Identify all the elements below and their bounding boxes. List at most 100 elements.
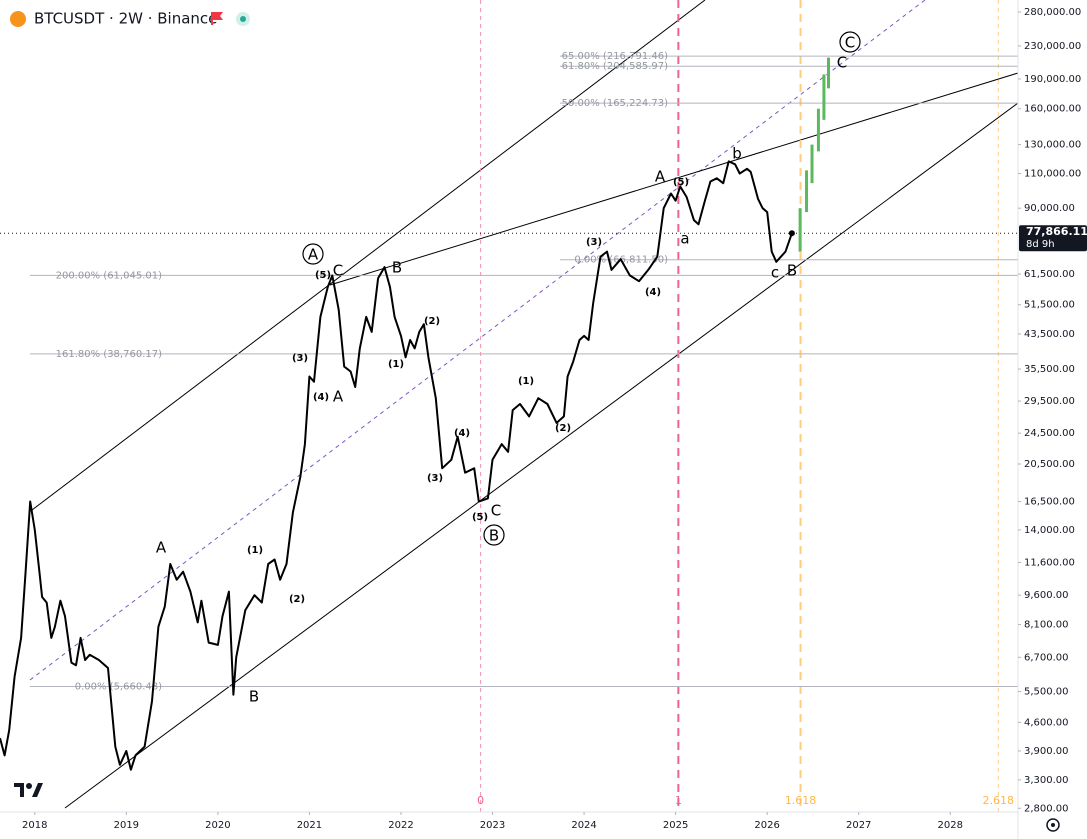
last-point — [788, 230, 795, 237]
x-tick-label: 2021 — [297, 820, 322, 831]
settings-icon[interactable] — [1046, 818, 1060, 832]
wave-label: B — [392, 259, 402, 277]
y-tick-label: 190,000.00 — [1024, 74, 1081, 85]
y-tick-label: 160,000.00 — [1024, 104, 1081, 115]
fib-label: 50.00% (165,224.73) — [562, 98, 668, 109]
x-tick-label: 2027 — [846, 820, 871, 831]
y-tick-label: 20,500.00 — [1024, 459, 1075, 470]
wave-label: (1) — [388, 359, 404, 370]
wave-label: c — [771, 264, 779, 282]
y-tick-label: 11,600.00 — [1024, 557, 1075, 568]
wave-label: B — [489, 527, 499, 545]
flag-icon — [211, 12, 223, 25]
y-tick-label: 24,500.00 — [1024, 428, 1075, 439]
wave-label: A — [333, 388, 344, 406]
countdown-label: 8d 9h — [1026, 239, 1055, 250]
symbol-title: BTCUSDT · 2W · Binance — [34, 10, 217, 28]
price-line — [0, 160, 793, 771]
projection-bar — [822, 74, 826, 120]
wave-label: a — [680, 230, 689, 248]
settings-icon — [1051, 823, 1055, 827]
wave-label: C — [845, 34, 855, 52]
wave-label: (3) — [586, 237, 602, 248]
logo — [14, 783, 43, 797]
y-tick-label: 14,000.00 — [1024, 525, 1075, 536]
y-tick-label: 230,000.00 — [1024, 41, 1081, 52]
wave-label: (2) — [289, 594, 305, 605]
y-tick-label: 43,500.00 — [1024, 329, 1075, 340]
x-tick-label: 2024 — [571, 820, 596, 831]
wave-label: (5) — [472, 512, 488, 523]
y-tick-label: 9,600.00 — [1024, 590, 1069, 601]
wave-label: C — [333, 262, 343, 280]
channel-lower — [64, 102, 1019, 809]
wave-label: B — [249, 688, 259, 706]
wave-label: (4) — [313, 392, 329, 403]
time-fib-label: 2.618 — [983, 794, 1015, 807]
y-tick-label: 8,100.00 — [1024, 620, 1069, 631]
wave-label: C — [837, 54, 847, 72]
x-tick-label: 2022 — [388, 820, 413, 831]
wave-label: (4) — [645, 287, 661, 298]
wave-circle — [839, 31, 861, 53]
channel-upper — [31, 0, 706, 511]
x-tick-label: 2018 — [22, 820, 47, 831]
time-fib-label: 1.618 — [785, 794, 817, 807]
logo-mark — [14, 783, 24, 797]
y-tick-label: 61,500.00 — [1024, 269, 1075, 280]
logo-mark — [32, 783, 43, 797]
wave-label: A — [156, 539, 167, 557]
y-tick-label: 2,800.00 — [1024, 803, 1069, 814]
wave-circle — [302, 243, 324, 265]
x-tick-label: 2019 — [114, 820, 139, 831]
price-badge-label: 77,866.11 — [1026, 225, 1087, 238]
y-tick-label: 3,300.00 — [1024, 775, 1069, 786]
fib-label: 0.00% (5,660.48) — [75, 682, 162, 693]
wave-label: (2) — [555, 423, 571, 434]
wave-label: b — [732, 145, 742, 163]
x-tick-label: 2026 — [754, 820, 779, 831]
wave-label: (4) — [454, 428, 470, 439]
wave-label: (3) — [292, 353, 308, 364]
projection-bar — [798, 208, 802, 252]
wave-label: A — [308, 246, 319, 264]
settings-button[interactable] — [1046, 818, 1060, 832]
wedge-line — [329, 72, 1019, 286]
y-tick-label: 5,500.00 — [1024, 687, 1069, 698]
coin-icon — [10, 11, 26, 27]
x-tick-label: 2023 — [480, 820, 505, 831]
wave-label: (2) — [424, 316, 440, 327]
wave-circle — [483, 524, 505, 546]
y-tick-label: 35,500.00 — [1024, 364, 1075, 375]
y-tick-label: 110,000.00 — [1024, 168, 1081, 179]
wave-label: (5) — [315, 270, 331, 281]
x-tick-label: 2028 — [938, 820, 963, 831]
y-tick-label: 90,000.00 — [1024, 203, 1075, 214]
projection-bar — [810, 144, 814, 184]
time-fib-label: 0 — [477, 794, 484, 807]
x-tick-label: 2020 — [205, 820, 230, 831]
wave-label: (5) — [673, 177, 689, 188]
projection-bar — [826, 57, 830, 89]
y-tick-label: 16,500.00 — [1024, 497, 1075, 508]
y-tick-label: 29,500.00 — [1024, 396, 1075, 407]
fib-label: 61.80% (204,585.97) — [562, 61, 668, 72]
wave-label: (3) — [427, 473, 443, 484]
logo-mark — [26, 783, 32, 789]
projection-bar — [805, 170, 809, 213]
time-fib-label: 1 — [675, 794, 682, 807]
wave-label: B — [787, 262, 797, 280]
fib-label: 65.00% (216,791.46) — [562, 51, 668, 62]
wave-label: C — [491, 502, 501, 520]
fib-label: 200.00% (61,045.01) — [56, 270, 162, 281]
y-tick-label: 3,900.00 — [1024, 746, 1069, 757]
price-badge — [1019, 225, 1087, 252]
channel-mid — [29, 0, 926, 681]
y-tick-label: 280,000.00 — [1024, 7, 1081, 18]
wave-label: A — [655, 168, 666, 186]
trend-lines — [29, 0, 1019, 812]
header: BTCUSDT · 2W · Binance — [10, 10, 250, 28]
wave-label: (1) — [518, 376, 534, 387]
